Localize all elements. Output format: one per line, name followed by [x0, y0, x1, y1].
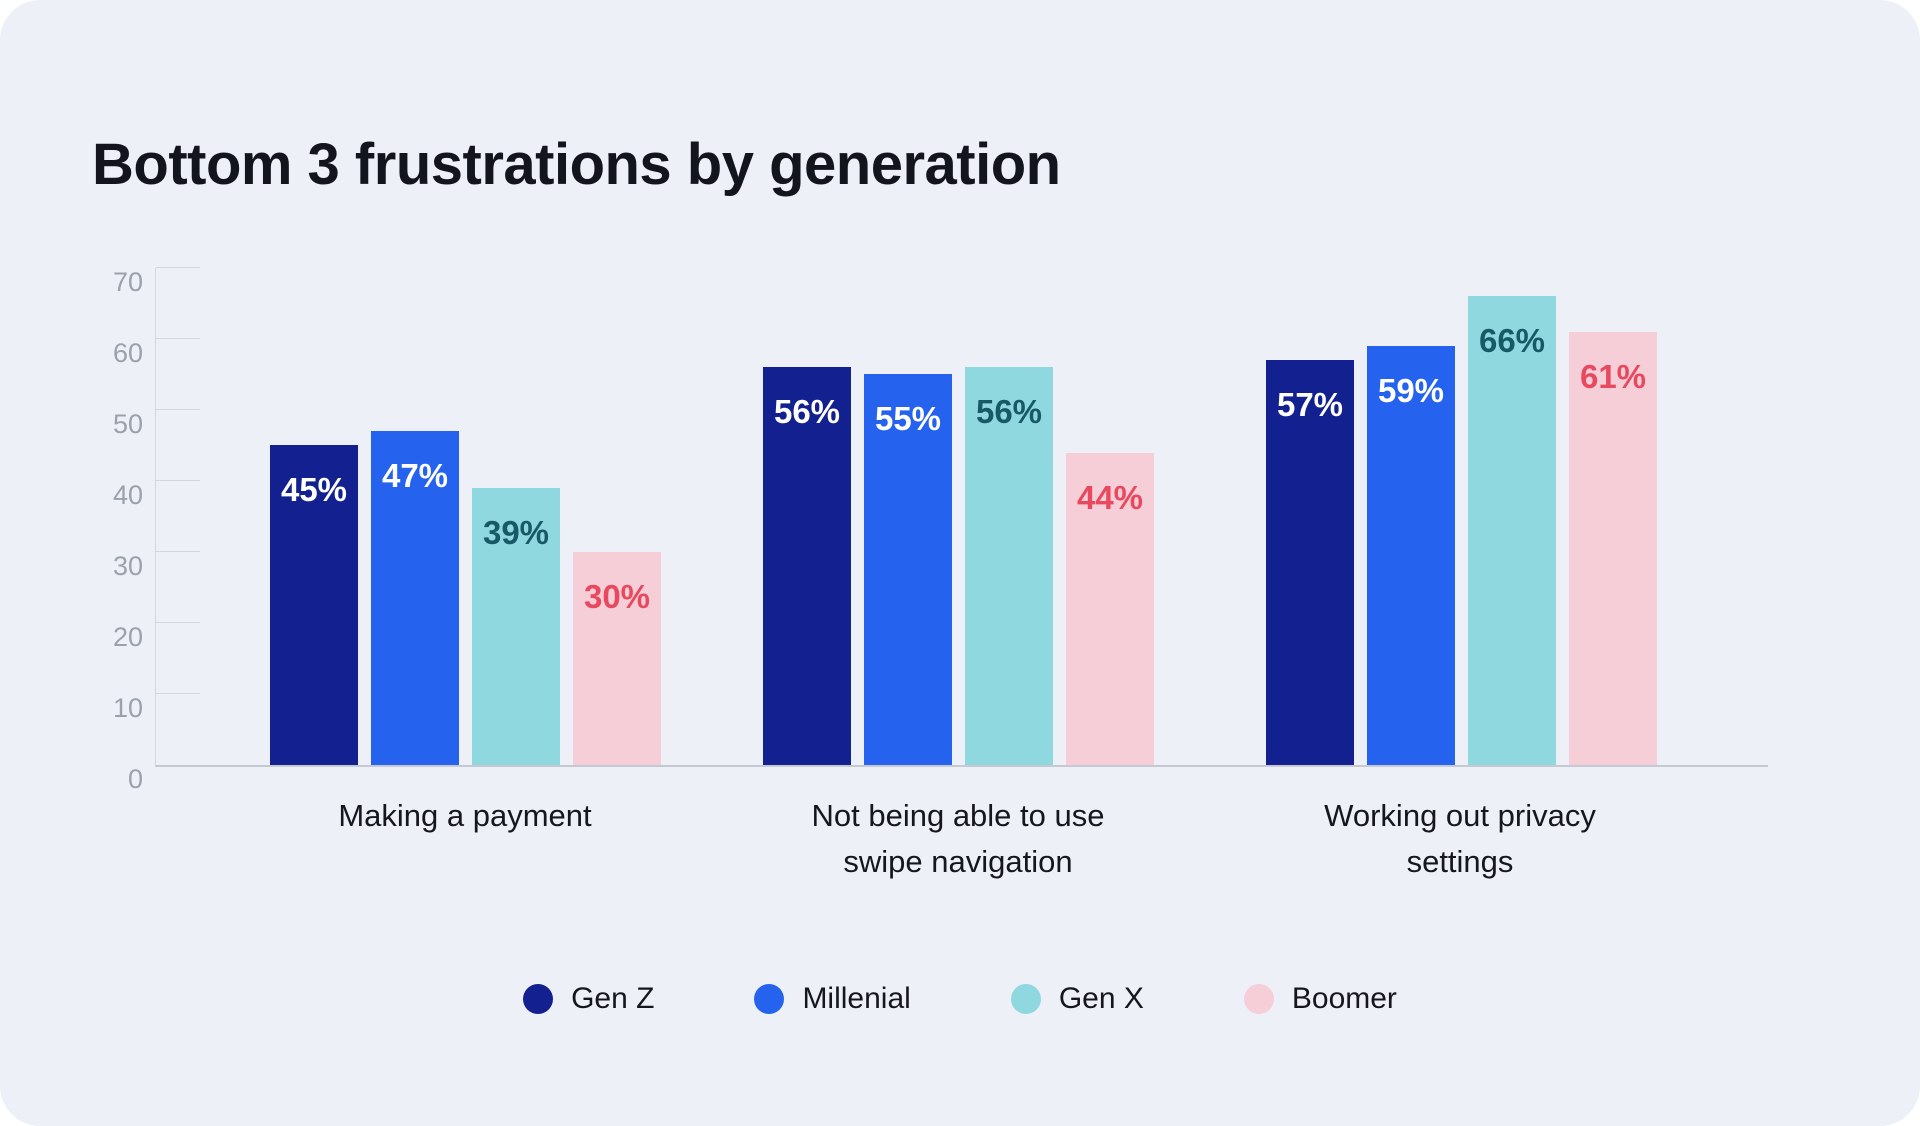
bar-value-label: 39%: [482, 514, 550, 551]
bar-value-label: 59%: [1377, 372, 1445, 409]
legend-item-millenial: Millenial: [754, 982, 911, 1016]
legend-label-gen-z: Gen Z: [571, 982, 655, 1015]
legend: Gen Z Millenial Gen X Boomer: [0, 982, 1920, 1016]
y-tick-label-30: 30: [112, 551, 143, 581]
legend-dot-millenial: [754, 984, 785, 1014]
y-tick-label-40: 40: [112, 480, 143, 510]
y-tick-line-50: [156, 409, 200, 410]
y-tick-line-30: [156, 551, 200, 552]
plot-area: 45% 47% 39% 30% 56% 55% 56% 44% 57% 59% 66% 61%: [155, 267, 1768, 767]
y-tick-label-70: 70: [112, 267, 143, 297]
bar-value-label: 56%: [975, 393, 1043, 430]
bar-gen-x-not-being-able-to-use-swipe-navigation: 56%: [965, 367, 1053, 765]
category-label-not-being-able-to-use-swipe-navigation: Not being able to use swipe navigation: [811, 798, 1105, 879]
bar-boomer-working-out-privacy-settings: 61%: [1569, 332, 1657, 765]
bar-value-label: 55%: [874, 400, 942, 437]
y-tick-label-0: 0: [127, 764, 143, 794]
bar-gen-z-working-out-privacy-settings: 57%: [1266, 360, 1354, 765]
y-tick-line-20: [156, 622, 200, 623]
legend-dot-gen-z: [523, 984, 554, 1014]
bar-value-label: 61%: [1579, 358, 1647, 395]
legend-item-gen-x: Gen X: [1010, 982, 1144, 1016]
y-tick-label-50: 50: [112, 409, 143, 439]
bar-value-label: 47%: [381, 457, 449, 494]
bar-boomer-making-a-payment: 30%: [573, 552, 661, 765]
y-tick-line-40: [156, 480, 200, 481]
y-tick-label-10: 10: [112, 693, 143, 723]
bar-value-label: 56%: [773, 393, 841, 430]
legend-label-gen-x: Gen X: [1058, 982, 1144, 1015]
bar-boomer-not-being-able-to-use-swipe-navigation: 44%: [1066, 453, 1154, 765]
bar-gen-x-working-out-privacy-settings: 66%: [1468, 296, 1556, 765]
bar-value-label: 30%: [583, 578, 651, 615]
legend-dot-boomer: [1243, 984, 1274, 1014]
bar-millenial-working-out-privacy-settings: 59%: [1367, 346, 1455, 765]
legend-item-gen-z: Gen Z: [523, 982, 654, 1016]
legend-item-boomer: Boomer: [1243, 982, 1397, 1016]
legend-label-boomer: Boomer: [1291, 982, 1397, 1015]
y-tick-line-60: [156, 338, 200, 339]
bar-value-label: 66%: [1478, 322, 1546, 359]
category-label-making-a-payment: Making a payment: [338, 798, 592, 833]
bar-gen-z-not-being-able-to-use-swipe-navigation: 56%: [763, 367, 851, 765]
bar-value-label: 44%: [1076, 479, 1144, 516]
legend-dot-gen-x: [1010, 984, 1041, 1014]
category-label-working-out-privacy-settings: Working out privacy settings: [1324, 798, 1596, 879]
bar-group-making-a-payment: 45% 47% 39% 30%: [270, 431, 661, 765]
chart-title: Bottom 3 frustrations by generation: [92, 132, 1061, 197]
bar-value-label: 57%: [1276, 386, 1344, 423]
bar-millenial-not-being-able-to-use-swipe-navigation: 55%: [864, 374, 952, 765]
y-tick-line-10: [156, 693, 200, 694]
bar-group-working-out-privacy-settings: 57% 59% 66% 61%: [1266, 296, 1657, 765]
y-tick-label-60: 60: [112, 338, 143, 368]
bar-millenial-making-a-payment: 47%: [371, 431, 459, 765]
y-tick-label-20: 20: [112, 622, 143, 652]
bar-group-not-being-able-to-use-swipe-navigation: 56% 55% 56% 44%: [763, 367, 1154, 765]
bar-value-label: 45%: [280, 471, 348, 508]
y-tick-line-70: [156, 267, 200, 268]
bar-gen-x-making-a-payment: 39%: [472, 488, 560, 765]
legend-label-millenial: Millenial: [802, 982, 911, 1015]
bar-gen-z-making-a-payment: 45%: [270, 445, 358, 765]
